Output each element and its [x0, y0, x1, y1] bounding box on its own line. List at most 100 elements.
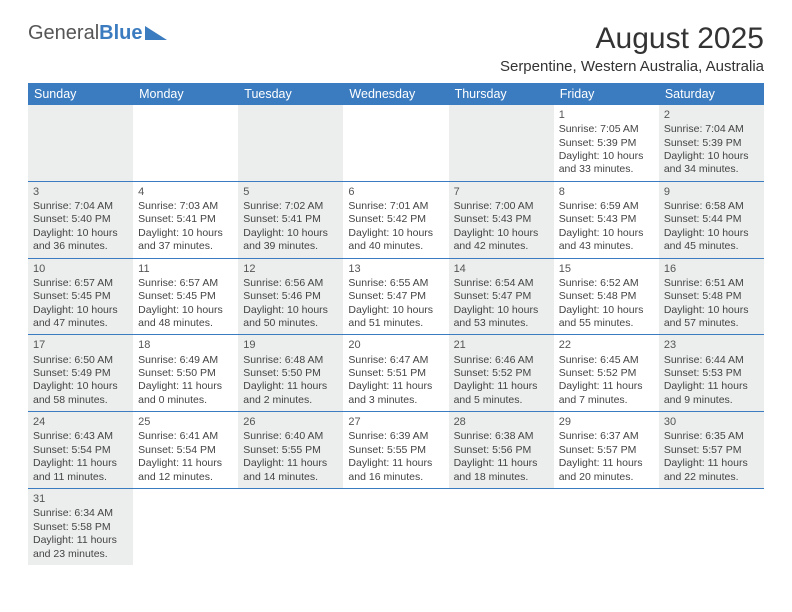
day-number: 4 — [138, 185, 233, 199]
day-sunset: Sunset: 5:50 PM — [243, 367, 338, 380]
day-sunrise: Sunrise: 6:48 AM — [243, 354, 338, 367]
day-sunset: Sunset: 5:47 PM — [348, 290, 443, 303]
day-number: 1 — [559, 108, 654, 122]
day-sunrise: Sunrise: 6:43 AM — [33, 430, 128, 443]
calendar-day: 30Sunrise: 6:35 AMSunset: 5:57 PMDayligh… — [659, 412, 764, 488]
day-number: 10 — [33, 262, 128, 276]
day-sunset: Sunset: 5:58 PM — [33, 521, 128, 534]
calendar-day: 17Sunrise: 6:50 AMSunset: 5:49 PMDayligh… — [28, 335, 133, 411]
day-sunset: Sunset: 5:43 PM — [559, 213, 654, 226]
day-number: 29 — [559, 415, 654, 429]
day-number: 24 — [33, 415, 128, 429]
calendar-day: 19Sunrise: 6:48 AMSunset: 5:50 PMDayligh… — [238, 335, 343, 411]
day-number: 30 — [664, 415, 759, 429]
day-daylight: Daylight: 11 hours and 18 minutes. — [454, 457, 549, 484]
day-sunrise: Sunrise: 7:00 AM — [454, 200, 549, 213]
day-number: 8 — [559, 185, 654, 199]
logo: GeneralBlue — [28, 22, 167, 45]
day-sunset: Sunset: 5:47 PM — [454, 290, 549, 303]
day-daylight: Daylight: 11 hours and 12 minutes. — [138, 457, 233, 484]
day-number: 22 — [559, 338, 654, 352]
day-daylight: Daylight: 10 hours and 55 minutes. — [559, 304, 654, 331]
day-daylight: Daylight: 10 hours and 36 minutes. — [33, 227, 128, 254]
day-sunset: Sunset: 5:48 PM — [559, 290, 654, 303]
calendar-day — [449, 105, 554, 181]
day-sunrise: Sunrise: 6:55 AM — [348, 277, 443, 290]
day-sunset: Sunset: 5:55 PM — [348, 444, 443, 457]
calendar-day: 9Sunrise: 6:58 AMSunset: 5:44 PMDaylight… — [659, 182, 764, 258]
calendar-day: 14Sunrise: 6:54 AMSunset: 5:47 PMDayligh… — [449, 259, 554, 335]
day-number: 28 — [454, 415, 549, 429]
day-daylight: Daylight: 10 hours and 39 minutes. — [243, 227, 338, 254]
calendar-day: 20Sunrise: 6:47 AMSunset: 5:51 PMDayligh… — [343, 335, 448, 411]
day-number: 3 — [33, 185, 128, 199]
calendar-day: 8Sunrise: 6:59 AMSunset: 5:43 PMDaylight… — [554, 182, 659, 258]
calendar-day: 23Sunrise: 6:44 AMSunset: 5:53 PMDayligh… — [659, 335, 764, 411]
day-number: 25 — [138, 415, 233, 429]
day-label-sat: Saturday — [659, 83, 764, 105]
day-number: 5 — [243, 185, 338, 199]
day-sunrise: Sunrise: 6:44 AM — [664, 354, 759, 367]
calendar-day: 21Sunrise: 6:46 AMSunset: 5:52 PMDayligh… — [449, 335, 554, 411]
calendar-day: 4Sunrise: 7:03 AMSunset: 5:41 PMDaylight… — [133, 182, 238, 258]
calendar-day: 26Sunrise: 6:40 AMSunset: 5:55 PMDayligh… — [238, 412, 343, 488]
day-sunrise: Sunrise: 6:37 AM — [559, 430, 654, 443]
day-number: 18 — [138, 338, 233, 352]
day-sunrise: Sunrise: 7:04 AM — [664, 123, 759, 136]
day-label-fri: Friday — [554, 83, 659, 105]
day-sunrise: Sunrise: 7:04 AM — [33, 200, 128, 213]
day-sunset: Sunset: 5:51 PM — [348, 367, 443, 380]
day-sunrise: Sunrise: 6:41 AM — [138, 430, 233, 443]
day-daylight: Daylight: 10 hours and 51 minutes. — [348, 304, 443, 331]
calendar-day: 16Sunrise: 6:51 AMSunset: 5:48 PMDayligh… — [659, 259, 764, 335]
day-sunrise: Sunrise: 6:39 AM — [348, 430, 443, 443]
day-sunset: Sunset: 5:54 PM — [33, 444, 128, 457]
calendar-day: 31Sunrise: 6:34 AMSunset: 5:58 PMDayligh… — [28, 489, 133, 565]
day-number: 11 — [138, 262, 233, 276]
header: GeneralBlue August 2025 Serpentine, West… — [28, 22, 764, 75]
calendar-day: 6Sunrise: 7:01 AMSunset: 5:42 PMDaylight… — [343, 182, 448, 258]
day-sunrise: Sunrise: 6:47 AM — [348, 354, 443, 367]
day-daylight: Daylight: 10 hours and 53 minutes. — [454, 304, 549, 331]
calendar-body: 1Sunrise: 7:05 AMSunset: 5:39 PMDaylight… — [28, 105, 764, 565]
day-number: 19 — [243, 338, 338, 352]
day-sunrise: Sunrise: 7:05 AM — [559, 123, 654, 136]
day-daylight: Daylight: 11 hours and 14 minutes. — [243, 457, 338, 484]
day-label-sun: Sunday — [28, 83, 133, 105]
day-number: 7 — [454, 185, 549, 199]
day-label-thu: Thursday — [449, 83, 554, 105]
day-sunrise: Sunrise: 6:57 AM — [33, 277, 128, 290]
day-daylight: Daylight: 10 hours and 34 minutes. — [664, 150, 759, 177]
day-sunset: Sunset: 5:53 PM — [664, 367, 759, 380]
day-sunset: Sunset: 5:55 PM — [243, 444, 338, 457]
day-sunset: Sunset: 5:52 PM — [559, 367, 654, 380]
day-number: 2 — [664, 108, 759, 122]
calendar-day — [133, 105, 238, 181]
location-text: Serpentine, Western Australia, Australia — [500, 58, 764, 75]
day-sunset: Sunset: 5:57 PM — [664, 444, 759, 457]
day-sunrise: Sunrise: 6:49 AM — [138, 354, 233, 367]
title-block: August 2025 Serpentine, Western Australi… — [500, 22, 764, 75]
calendar-day — [449, 489, 554, 565]
day-daylight: Daylight: 11 hours and 23 minutes. — [33, 534, 128, 561]
day-sunrise: Sunrise: 6:34 AM — [33, 507, 128, 520]
day-label-wed: Wednesday — [343, 83, 448, 105]
calendar-week: 10Sunrise: 6:57 AMSunset: 5:45 PMDayligh… — [28, 259, 764, 336]
calendar-day — [343, 105, 448, 181]
logo-text-general: General — [28, 22, 99, 45]
day-daylight: Daylight: 11 hours and 16 minutes. — [348, 457, 443, 484]
day-number: 14 — [454, 262, 549, 276]
day-sunset: Sunset: 5:44 PM — [664, 213, 759, 226]
day-sunset: Sunset: 5:56 PM — [454, 444, 549, 457]
day-label-mon: Monday — [133, 83, 238, 105]
day-daylight: Daylight: 11 hours and 0 minutes. — [138, 380, 233, 407]
day-number: 27 — [348, 415, 443, 429]
calendar-day: 29Sunrise: 6:37 AMSunset: 5:57 PMDayligh… — [554, 412, 659, 488]
calendar-day — [238, 105, 343, 181]
day-daylight: Daylight: 10 hours and 45 minutes. — [664, 227, 759, 254]
calendar-week: 1Sunrise: 7:05 AMSunset: 5:39 PMDaylight… — [28, 105, 764, 182]
day-sunset: Sunset: 5:54 PM — [138, 444, 233, 457]
day-sunrise: Sunrise: 6:38 AM — [454, 430, 549, 443]
calendar-day: 22Sunrise: 6:45 AMSunset: 5:52 PMDayligh… — [554, 335, 659, 411]
calendar-day: 28Sunrise: 6:38 AMSunset: 5:56 PMDayligh… — [449, 412, 554, 488]
